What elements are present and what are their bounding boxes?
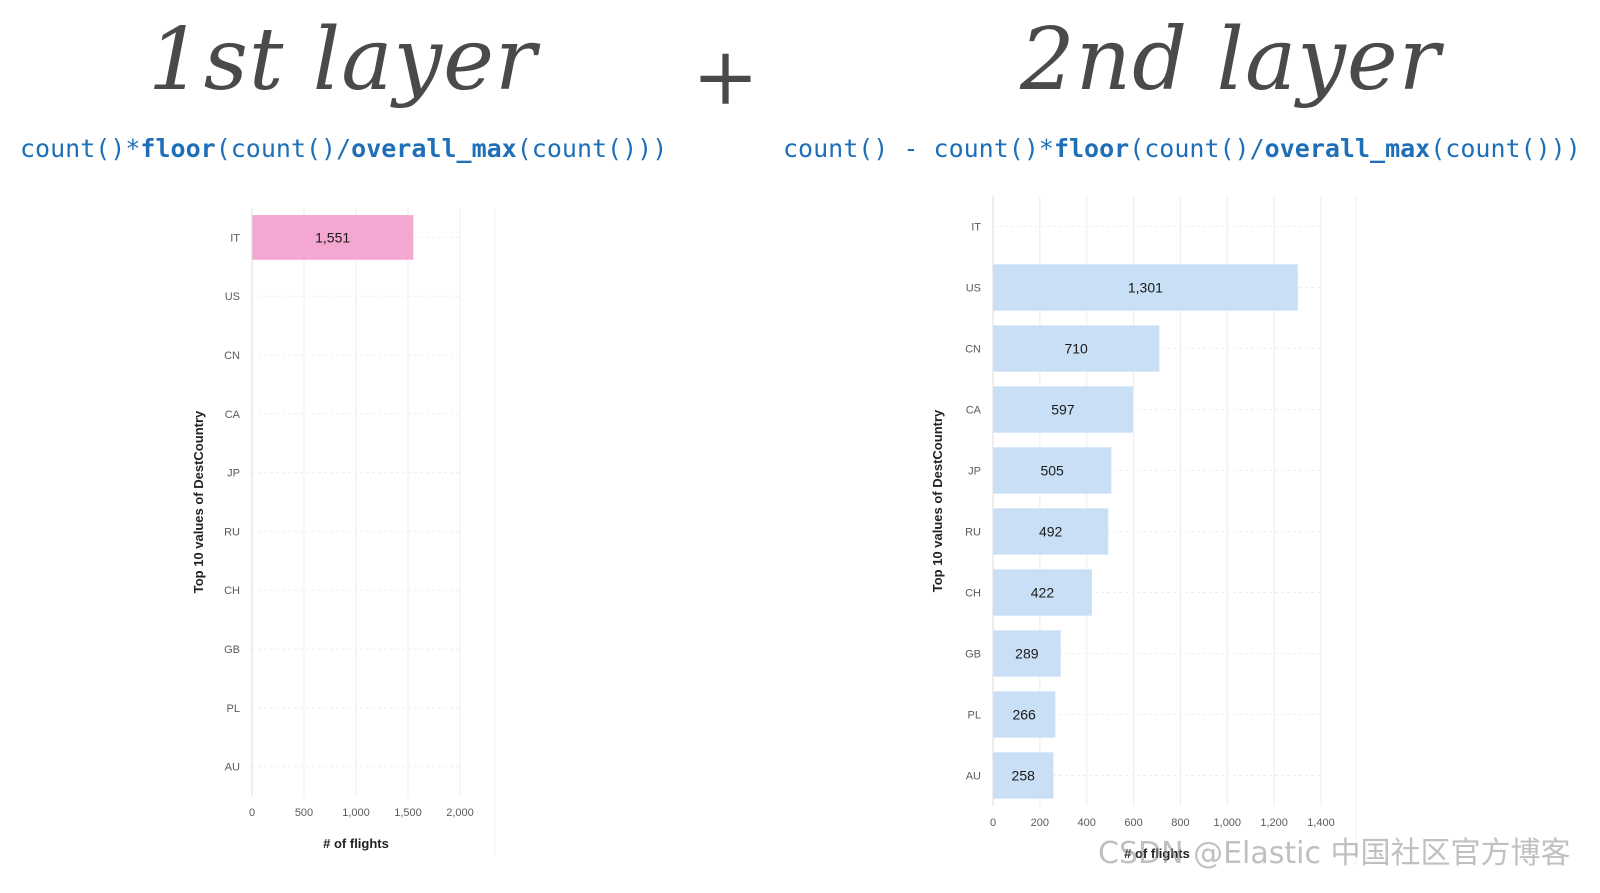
right-xtick-1: 200	[1031, 817, 1049, 829]
right-bar-label-gb: 289	[1015, 646, 1039, 662]
right-bar-label-ru: 492	[1039, 524, 1063, 540]
right-category-cn: CN	[965, 344, 981, 356]
right-category-it: IT	[971, 222, 981, 234]
right-xtick-7: 1,400	[1307, 817, 1335, 829]
left-category-cn: CN	[224, 350, 240, 362]
right-x-axis-title: # of flights	[1124, 846, 1190, 861]
left-x-axis-title: # of flights	[323, 836, 389, 851]
right-xtick-6: 1,200	[1260, 817, 1288, 829]
right-formula-part-3: overall_max	[1264, 134, 1431, 163]
right-bar-label-cn: 710	[1064, 341, 1088, 357]
right-formula-part-4: (count()))	[1430, 134, 1581, 163]
left-formula-part-2: (count()/	[215, 134, 352, 163]
right-bar-ca	[993, 386, 1133, 433]
right-category-ru: RU	[965, 527, 981, 539]
left-category-gb: GB	[224, 644, 240, 656]
right-formula-part-1: floor	[1053, 134, 1130, 163]
left-xtick-4: 2,000	[446, 807, 474, 819]
right-formula-part-0: count() - count()*	[783, 134, 1054, 163]
right-category-us: US	[966, 283, 981, 295]
right-bar-label-pl: 266	[1012, 707, 1036, 723]
first-layer-formula: count()*floor(count()/overall_max(count(…	[20, 134, 667, 163]
right-bar-label-au: 258	[1012, 768, 1036, 784]
right-bar-jp	[993, 447, 1112, 494]
left-category-ca: CA	[225, 409, 241, 421]
left-formula-part-1: floor	[140, 134, 216, 163]
left-formula-part-3: overall_max	[351, 134, 517, 163]
left-category-it: IT	[230, 232, 240, 244]
right-xtick-0: 0	[990, 817, 996, 829]
right-bar-label-ca: 597	[1051, 402, 1075, 418]
right-xtick-5: 1,000	[1214, 817, 1242, 829]
left-xtick-2: 1,000	[342, 807, 370, 819]
right-category-ca: CA	[966, 405, 982, 417]
second-layer-title: 2nd layer	[1020, 10, 1441, 110]
right-xtick-4: 800	[1171, 817, 1189, 829]
second-layer-chart: 0 200 400 600 800 1,000 1,200 1,400 IT US 1,301 CN 7…	[930, 196, 1357, 866]
right-xtick-2: 400	[1078, 817, 1096, 829]
left-xtick-0: 0	[249, 807, 255, 819]
left-category-pl: PL	[227, 703, 240, 715]
plus-sign: +	[692, 30, 761, 123]
first-layer-title: 1st layer	[148, 10, 538, 110]
right-xtick-3: 600	[1124, 817, 1142, 829]
right-bar-pl	[993, 691, 1056, 738]
right-bar-label-jp: 505	[1040, 463, 1064, 479]
left-formula-part-4: (count()))	[516, 134, 668, 163]
right-bar-label-ch: 422	[1031, 585, 1055, 601]
right-bar-au	[993, 752, 1054, 799]
left-bar-label-it: 1,551	[315, 229, 350, 245]
right-category-ch: CH	[965, 588, 981, 600]
left-xtick-1: 500	[295, 807, 313, 819]
right-bar-label-us: 1,301	[1128, 280, 1163, 296]
right-bar-ch	[993, 569, 1092, 616]
left-category-ch: CH	[224, 585, 240, 597]
right-bar-ru	[993, 508, 1109, 555]
left-category-jp: JP	[227, 468, 240, 480]
right-bar-gb	[993, 630, 1061, 677]
second-layer-formula: count() - count()*floor(count()/overall_…	[783, 134, 1581, 163]
left-xtick-3: 1,500	[394, 807, 422, 819]
first-layer-chart: 0 500 1,000 1,500 2,000 IT 1,551 US CN CA JP RU CH GB…	[191, 208, 496, 856]
right-bar-cn	[993, 325, 1160, 372]
left-bar-it	[252, 215, 414, 260]
watermark: CSDN @Elastic 中国社区官方博客	[1098, 836, 1571, 871]
right-y-axis-title: Top 10 values of DestCountry	[930, 409, 945, 592]
right-category-gb: GB	[965, 649, 981, 661]
left-category-au: AU	[225, 762, 240, 774]
left-formula-part-0: count()*	[20, 134, 141, 163]
right-category-au: AU	[966, 771, 981, 783]
left-category-us: US	[225, 291, 240, 303]
right-category-jp: JP	[968, 466, 981, 478]
right-category-pl: PL	[968, 710, 981, 722]
right-bar-us	[993, 264, 1298, 311]
left-y-axis-title: Top 10 values of DestCountry	[191, 410, 206, 593]
left-category-ru: RU	[224, 526, 240, 538]
right-formula-part-2: (count()/	[1129, 134, 1265, 163]
